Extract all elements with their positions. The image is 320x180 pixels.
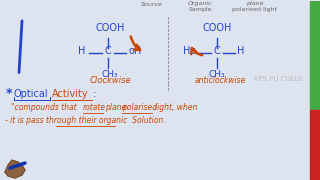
Text: plane: plane (105, 103, 126, 112)
Text: rotate: rotate (83, 103, 106, 112)
Text: *: * (6, 87, 12, 100)
Text: KPS PU COLLE: KPS PU COLLE (253, 76, 302, 82)
Text: polarised light: polarised light (233, 7, 277, 12)
Text: Organic: Organic (188, 1, 212, 6)
Text: H: H (78, 46, 86, 56)
Text: - it is pass through their organic  Solution.: - it is pass through their organic Solut… (5, 116, 166, 125)
Text: Optical: Optical (14, 89, 49, 99)
Text: "compounds that: "compounds that (11, 103, 79, 112)
Text: Sample: Sample (188, 7, 212, 12)
Text: C: C (214, 46, 220, 56)
Text: Clockwise: Clockwise (89, 75, 131, 84)
Text: :: : (93, 89, 96, 99)
Text: plane: plane (246, 1, 264, 6)
Bar (310, 110, 320, 180)
Text: COOH: COOH (95, 23, 125, 33)
Text: polarised: polarised (122, 103, 157, 112)
Text: light, when: light, when (155, 103, 197, 112)
Polygon shape (5, 160, 25, 178)
Text: CH₃: CH₃ (102, 69, 118, 78)
Text: Source: Source (141, 2, 163, 7)
Text: H: H (237, 46, 245, 56)
Text: CH₃: CH₃ (209, 69, 225, 78)
Text: Activity: Activity (52, 89, 89, 99)
Bar (310, 1, 320, 110)
Text: oH: oH (128, 46, 142, 56)
Text: C: C (105, 46, 111, 56)
Text: Ho: Ho (183, 46, 196, 56)
Text: COOH: COOH (202, 23, 232, 33)
Text: anticlockwise: anticlockwise (194, 75, 246, 84)
